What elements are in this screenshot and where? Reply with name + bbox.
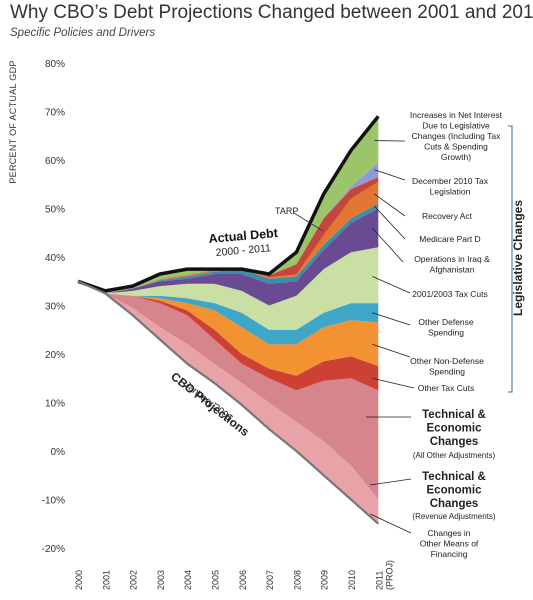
actual-debt-label: Actual Debt xyxy=(208,226,279,246)
label-other-tax-cuts: Other Tax Cuts xyxy=(418,383,475,393)
label-leader-line xyxy=(370,478,412,486)
tarp-label: TARP xyxy=(275,206,298,216)
area-medicare-part-d xyxy=(78,181,379,294)
label-technical-all-title: Economic xyxy=(427,423,483,435)
y-tick-label: 30% xyxy=(45,302,65,313)
area-december-2010-tax-legislation xyxy=(78,116,379,294)
label-leader-line xyxy=(372,276,411,294)
svg-text:2006: 2006 xyxy=(238,570,248,590)
label-net-interest: Cuts & Spending xyxy=(424,142,488,152)
y-tick-label: 50% xyxy=(45,205,65,216)
y-tick-label: -10% xyxy=(42,496,65,507)
svg-text:2007: 2007 xyxy=(265,570,275,590)
label-iraq-afghanistan: Afghanistan xyxy=(430,265,475,275)
label-technical-revenue-title: Technical & xyxy=(422,471,486,483)
svg-text:2009: 2009 xyxy=(320,570,330,590)
x-tick-label: 2006 xyxy=(238,570,248,590)
svg-text:2000: 2000 xyxy=(74,570,84,590)
y-tick-label: 0% xyxy=(51,447,66,458)
y-axis-label: PERCENT OF ACTUAL GDP xyxy=(8,60,18,183)
area-other-tax-cuts xyxy=(78,281,379,376)
label-leader-line xyxy=(374,169,406,181)
svg-text:2011: 2011 xyxy=(374,571,384,590)
x-tick-label: 2002 xyxy=(129,570,139,590)
y-tick-label: 20% xyxy=(45,350,65,361)
area-operations-in-iraq-afghanistan xyxy=(78,203,379,294)
label-technical-revenue-title: Economic xyxy=(427,485,483,497)
chart-title: Why CBO’s Debt Projections Changed betwe… xyxy=(10,2,533,23)
label-leader-line xyxy=(372,343,411,358)
label-net-interest: Increases in Net Interest xyxy=(410,110,503,120)
label-technical-all-title: Changes xyxy=(430,436,479,448)
y-tick-label: 40% xyxy=(45,253,65,264)
label-leader-line xyxy=(372,312,411,326)
chart-subtitle: Specific Policies and Drivers xyxy=(10,27,156,39)
label-recovery-act: Recovery Act xyxy=(422,211,473,221)
x-tick-label: 2010 xyxy=(347,570,357,590)
svg-text:2010: 2010 xyxy=(347,570,357,590)
actual-debt-years: 2000 - 2011 xyxy=(215,242,271,259)
x-tick-label: 2005 xyxy=(211,570,221,590)
y-tick-label: 10% xyxy=(45,399,65,410)
label-technical-revenue-sub: (Revenue Adjustments) xyxy=(412,512,495,521)
area-technical-economic-changes-revenue-adjustments xyxy=(78,281,379,500)
label-net-interest: Changes (Including Tax xyxy=(412,131,501,141)
label-leader-line xyxy=(370,513,412,534)
area-2001-2003-tax-cuts xyxy=(78,208,379,306)
label-medicare-part-d: Medicare Part D xyxy=(419,234,480,244)
svg-text:2001: 2001 xyxy=(101,570,111,590)
label-other-financing: Financing xyxy=(431,549,468,559)
area-other-defense-spending xyxy=(78,247,379,330)
x-tick-label: 2000 xyxy=(74,570,84,590)
label-other-non-defense: Spending xyxy=(429,367,465,377)
actual-debt-line xyxy=(77,115,380,293)
label-other-financing: Other Means of xyxy=(420,539,479,549)
y-tick-label: -20% xyxy=(42,544,65,555)
label-december-2010-tax: Legislation xyxy=(430,187,471,197)
label-other-defense: Spending xyxy=(428,328,464,338)
label-net-interest: Due to Legislative xyxy=(422,121,490,131)
x-tick-label: 2011 (PROJ) xyxy=(374,560,394,590)
y-tick-label: 60% xyxy=(45,156,65,167)
cbo-projection-line xyxy=(77,280,380,525)
label-other-defense: Other Defense xyxy=(418,317,474,327)
x-tick-label: 2007 xyxy=(265,570,275,590)
label-leader-line xyxy=(372,377,415,389)
svg-text:2004: 2004 xyxy=(183,570,193,590)
legislative-bracket xyxy=(508,125,513,393)
x-tick-label: 2004 xyxy=(183,570,193,590)
tarp-leader xyxy=(293,212,324,232)
label-december-2010-tax: December 2010 Tax xyxy=(412,176,489,186)
svg-text:2003: 2003 xyxy=(156,570,166,590)
label-iraq-afghanistan: Operations in Iraq & xyxy=(414,254,490,264)
svg-text:2005: 2005 xyxy=(211,570,221,590)
x-tick-label: 2008 xyxy=(292,570,302,590)
label-other-non-defense: Other Non-Defense xyxy=(410,356,484,366)
svg-text:2008: 2008 xyxy=(292,570,302,590)
label-leader-line xyxy=(374,193,406,217)
svg-text:(PROJ): (PROJ) xyxy=(384,560,394,590)
label-technical-all-title: Technical & xyxy=(422,409,486,421)
y-tick-label: 80% xyxy=(45,59,65,70)
x-tick-label: 2003 xyxy=(156,570,166,590)
label-leader-line xyxy=(374,205,406,240)
area-other-non-defense-spending xyxy=(78,281,379,345)
label-net-interest: Growth) xyxy=(441,152,471,162)
legislative-changes-label: Legislative Changes xyxy=(511,200,525,316)
x-tick-label: 2001 xyxy=(101,570,111,590)
label-2001-2003-tax-cuts: 2001/2003 Tax Cuts xyxy=(412,289,487,299)
label-leader-line xyxy=(372,227,404,263)
svg-text:2002: 2002 xyxy=(129,570,139,590)
label-other-financing: Changes in xyxy=(427,528,470,538)
label-technical-revenue-title: Changes xyxy=(430,498,479,510)
x-tick-label: 2009 xyxy=(320,570,330,590)
area-recovery-act xyxy=(78,177,379,294)
label-technical-all-sub: (All Other Adjustments) xyxy=(413,451,496,460)
y-tick-label: 70% xyxy=(45,108,65,119)
